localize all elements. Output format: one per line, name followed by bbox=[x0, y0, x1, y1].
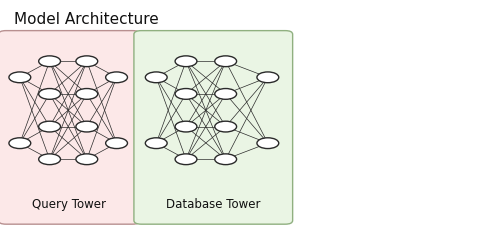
Circle shape bbox=[215, 154, 237, 165]
Circle shape bbox=[145, 138, 167, 148]
Circle shape bbox=[76, 121, 98, 132]
Circle shape bbox=[9, 138, 31, 148]
FancyBboxPatch shape bbox=[134, 31, 293, 224]
Circle shape bbox=[106, 138, 127, 148]
FancyBboxPatch shape bbox=[0, 31, 140, 224]
Circle shape bbox=[9, 72, 31, 83]
Text: Query Tower: Query Tower bbox=[32, 198, 106, 211]
Circle shape bbox=[145, 72, 167, 83]
Circle shape bbox=[76, 88, 98, 99]
Circle shape bbox=[39, 154, 61, 165]
Circle shape bbox=[175, 121, 197, 132]
Text: Model Architecture: Model Architecture bbox=[14, 12, 159, 27]
Text: Database Tower: Database Tower bbox=[166, 198, 260, 211]
Circle shape bbox=[39, 56, 61, 67]
Circle shape bbox=[215, 88, 237, 99]
Circle shape bbox=[39, 88, 61, 99]
Circle shape bbox=[215, 56, 237, 67]
Circle shape bbox=[257, 72, 279, 83]
Circle shape bbox=[175, 154, 197, 165]
Circle shape bbox=[39, 121, 61, 132]
Circle shape bbox=[106, 72, 127, 83]
Circle shape bbox=[76, 56, 98, 67]
Circle shape bbox=[175, 56, 197, 67]
Circle shape bbox=[257, 138, 279, 148]
Circle shape bbox=[76, 154, 98, 165]
Circle shape bbox=[215, 121, 237, 132]
Circle shape bbox=[175, 88, 197, 99]
